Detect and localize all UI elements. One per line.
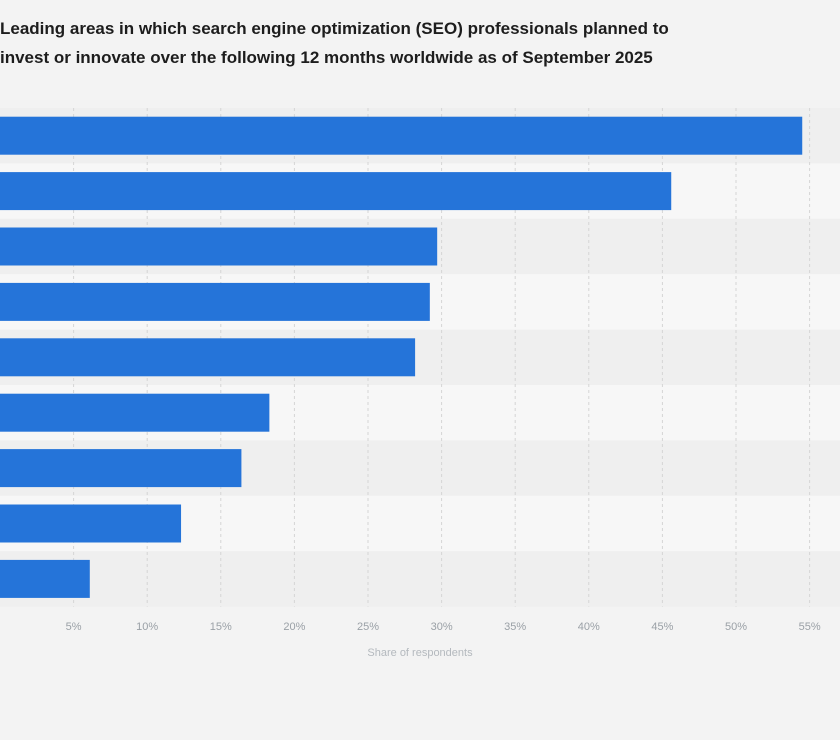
chart-title-line-1: Leading areas in which search engine opt… [0, 19, 669, 38]
x-tick-label: 35% [504, 621, 526, 633]
chart-title-line-2: invest or innovate over the following 12… [0, 48, 653, 67]
bar-7 [0, 449, 242, 488]
x-axis-title: Share of respondents [367, 647, 473, 659]
bar-8 [0, 504, 182, 543]
x-tick-label: 55% [799, 621, 821, 633]
x-tick-label: 25% [357, 621, 379, 633]
bar-1 [0, 116, 803, 155]
bar-5 [0, 338, 416, 377]
x-tick-label: 45% [651, 621, 673, 633]
x-tick-label: 30% [431, 621, 453, 633]
x-tick-label: 40% [578, 621, 600, 633]
bar-6 [0, 393, 270, 432]
bars [0, 116, 803, 598]
bar-4 [0, 282, 430, 321]
chart-title: Leading areas in which search engine opt… [0, 14, 840, 72]
bar-3 [0, 227, 438, 266]
x-tick-label: 15% [210, 621, 232, 633]
x-axis-ticks: 5%10%15%20%25%30%35%40%45%50%55%60% [66, 621, 821, 633]
x-tick-label: 20% [283, 621, 305, 633]
row-band [0, 551, 840, 607]
x-tick-label: 50% [725, 621, 747, 633]
bar-9 [0, 559, 90, 598]
x-tick-label: 5% [66, 621, 82, 633]
x-tick-label: 10% [136, 621, 158, 633]
bar-2 [0, 172, 672, 211]
